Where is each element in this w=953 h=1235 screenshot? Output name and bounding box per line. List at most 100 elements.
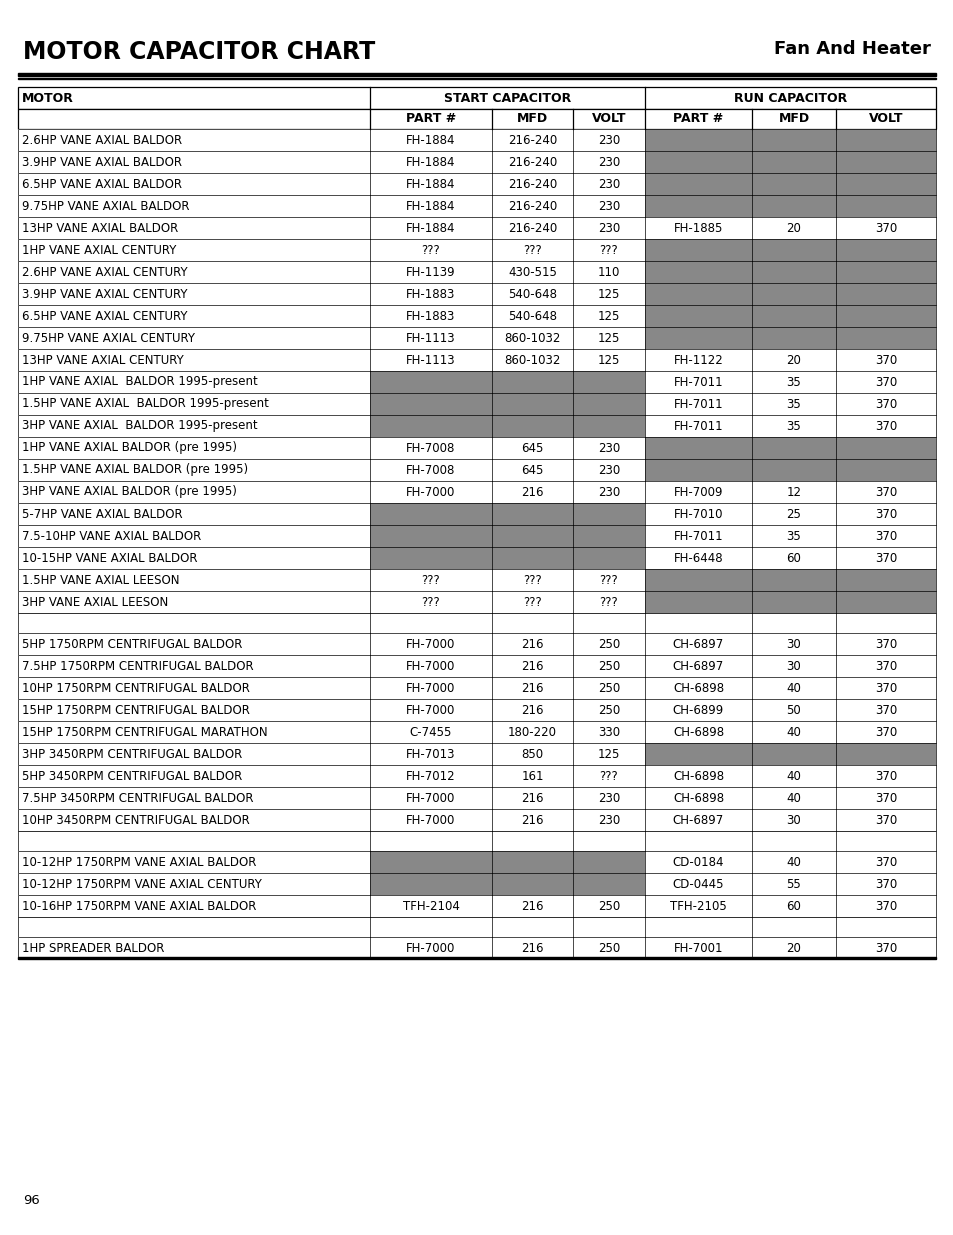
Text: 216: 216 bbox=[520, 704, 543, 716]
Text: 216-240: 216-240 bbox=[507, 133, 557, 147]
Bar bbox=[18, 569, 935, 592]
Bar bbox=[644, 151, 935, 173]
Text: ???: ??? bbox=[599, 769, 618, 783]
Text: 216-240: 216-240 bbox=[507, 200, 557, 212]
Text: FH-1113: FH-1113 bbox=[406, 331, 456, 345]
Text: FH-7011: FH-7011 bbox=[673, 375, 722, 389]
Text: 850: 850 bbox=[521, 747, 543, 761]
Text: 60: 60 bbox=[785, 552, 801, 564]
Text: FH-1884: FH-1884 bbox=[406, 221, 456, 235]
Text: 12: 12 bbox=[785, 485, 801, 499]
Text: FH-7011: FH-7011 bbox=[673, 420, 722, 432]
Text: 10HP 1750RPM CENTRIFUGAL BALDOR: 10HP 1750RPM CENTRIFUGAL BALDOR bbox=[22, 682, 250, 694]
Text: ???: ??? bbox=[522, 595, 541, 609]
Bar bbox=[18, 327, 935, 350]
Bar bbox=[18, 370, 935, 393]
Text: 55: 55 bbox=[786, 878, 801, 890]
Text: 3HP VANE AXIAL BALDOR (pre 1995): 3HP VANE AXIAL BALDOR (pre 1995) bbox=[22, 485, 236, 499]
Bar bbox=[370, 370, 644, 393]
Bar bbox=[18, 873, 935, 895]
Text: ???: ??? bbox=[522, 243, 541, 257]
Text: 230: 230 bbox=[598, 200, 619, 212]
Text: 40: 40 bbox=[785, 856, 801, 868]
Text: FH-1883: FH-1883 bbox=[406, 310, 456, 322]
Bar bbox=[18, 350, 935, 370]
Text: CD-0184: CD-0184 bbox=[672, 856, 723, 868]
Text: 216: 216 bbox=[520, 637, 543, 651]
Bar bbox=[18, 547, 935, 569]
Bar bbox=[370, 393, 644, 415]
Bar bbox=[18, 613, 935, 634]
Text: 15HP 1750RPM CENTRIFUGAL BALDOR: 15HP 1750RPM CENTRIFUGAL BALDOR bbox=[22, 704, 250, 716]
Text: 216-240: 216-240 bbox=[507, 221, 557, 235]
Text: FH-7011: FH-7011 bbox=[673, 530, 722, 542]
Text: 540-648: 540-648 bbox=[507, 288, 557, 300]
Text: FH-7000: FH-7000 bbox=[406, 792, 456, 804]
Text: CH-6897: CH-6897 bbox=[672, 637, 723, 651]
Bar bbox=[644, 173, 935, 195]
Text: FH-1883: FH-1883 bbox=[406, 288, 456, 300]
Text: 370: 370 bbox=[874, 221, 896, 235]
Bar bbox=[644, 437, 935, 459]
Text: 216-240: 216-240 bbox=[507, 156, 557, 168]
Text: PART #: PART # bbox=[673, 112, 723, 126]
Bar bbox=[18, 503, 935, 525]
Bar bbox=[18, 261, 935, 283]
Text: 125: 125 bbox=[598, 747, 619, 761]
Text: ???: ??? bbox=[599, 243, 618, 257]
Text: 1HP VANE AXIAL  BALDOR 1995-present: 1HP VANE AXIAL BALDOR 1995-present bbox=[22, 375, 257, 389]
Text: 370: 370 bbox=[874, 659, 896, 673]
Text: 60: 60 bbox=[785, 899, 801, 913]
Text: 5HP 1750RPM CENTRIFUGAL BALDOR: 5HP 1750RPM CENTRIFUGAL BALDOR bbox=[22, 637, 242, 651]
Text: TFH-2105: TFH-2105 bbox=[669, 899, 726, 913]
Bar bbox=[18, 437, 935, 459]
Text: CH-6898: CH-6898 bbox=[672, 682, 723, 694]
Text: CH-6899: CH-6899 bbox=[672, 704, 723, 716]
Text: 13HP VANE AXIAL CENTURY: 13HP VANE AXIAL CENTURY bbox=[22, 353, 184, 367]
Text: 2.6HP VANE AXIAL CENTURY: 2.6HP VANE AXIAL CENTURY bbox=[22, 266, 188, 279]
Text: 10-12HP 1750RPM VANE AXIAL BALDOR: 10-12HP 1750RPM VANE AXIAL BALDOR bbox=[22, 856, 256, 868]
Text: 370: 370 bbox=[874, 398, 896, 410]
Bar bbox=[18, 73, 935, 77]
Text: 1HP SPREADER BALDOR: 1HP SPREADER BALDOR bbox=[22, 941, 164, 955]
Bar bbox=[18, 151, 935, 173]
Text: 30: 30 bbox=[786, 814, 801, 826]
Text: 370: 370 bbox=[874, 552, 896, 564]
Text: 216: 216 bbox=[520, 814, 543, 826]
Text: FH-7001: FH-7001 bbox=[673, 941, 722, 955]
Text: CH-6897: CH-6897 bbox=[672, 814, 723, 826]
Text: 860-1032: 860-1032 bbox=[504, 331, 560, 345]
Text: 6.5HP VANE AXIAL CENTURY: 6.5HP VANE AXIAL CENTURY bbox=[22, 310, 188, 322]
Bar bbox=[18, 956, 935, 960]
Text: 645: 645 bbox=[520, 463, 543, 477]
Bar bbox=[18, 655, 935, 677]
Text: RUN CAPACITOR: RUN CAPACITOR bbox=[733, 91, 846, 105]
Bar bbox=[18, 699, 935, 721]
Text: 35: 35 bbox=[786, 375, 801, 389]
Text: 125: 125 bbox=[598, 353, 619, 367]
Text: 40: 40 bbox=[785, 725, 801, 739]
Text: 860-1032: 860-1032 bbox=[504, 353, 560, 367]
Text: 40: 40 bbox=[785, 792, 801, 804]
Bar bbox=[644, 592, 935, 613]
Text: CH-6897: CH-6897 bbox=[672, 659, 723, 673]
Bar bbox=[644, 305, 935, 327]
Text: 250: 250 bbox=[598, 637, 619, 651]
Bar bbox=[18, 240, 935, 261]
Text: 370: 370 bbox=[874, 899, 896, 913]
Text: 35: 35 bbox=[786, 530, 801, 542]
Text: 370: 370 bbox=[874, 769, 896, 783]
Text: 370: 370 bbox=[874, 704, 896, 716]
Text: 9.75HP VANE AXIAL CENTURY: 9.75HP VANE AXIAL CENTURY bbox=[22, 331, 194, 345]
Bar bbox=[18, 764, 935, 787]
Text: FH-7000: FH-7000 bbox=[406, 637, 456, 651]
Text: FH-7000: FH-7000 bbox=[406, 659, 456, 673]
Bar bbox=[644, 195, 935, 217]
Text: MOTOR CAPACITOR CHART: MOTOR CAPACITOR CHART bbox=[23, 40, 375, 64]
Bar bbox=[18, 895, 935, 918]
Text: 216: 216 bbox=[520, 792, 543, 804]
Bar bbox=[18, 677, 935, 699]
Text: 540-648: 540-648 bbox=[507, 310, 557, 322]
Bar bbox=[644, 743, 935, 764]
Text: 370: 370 bbox=[874, 353, 896, 367]
